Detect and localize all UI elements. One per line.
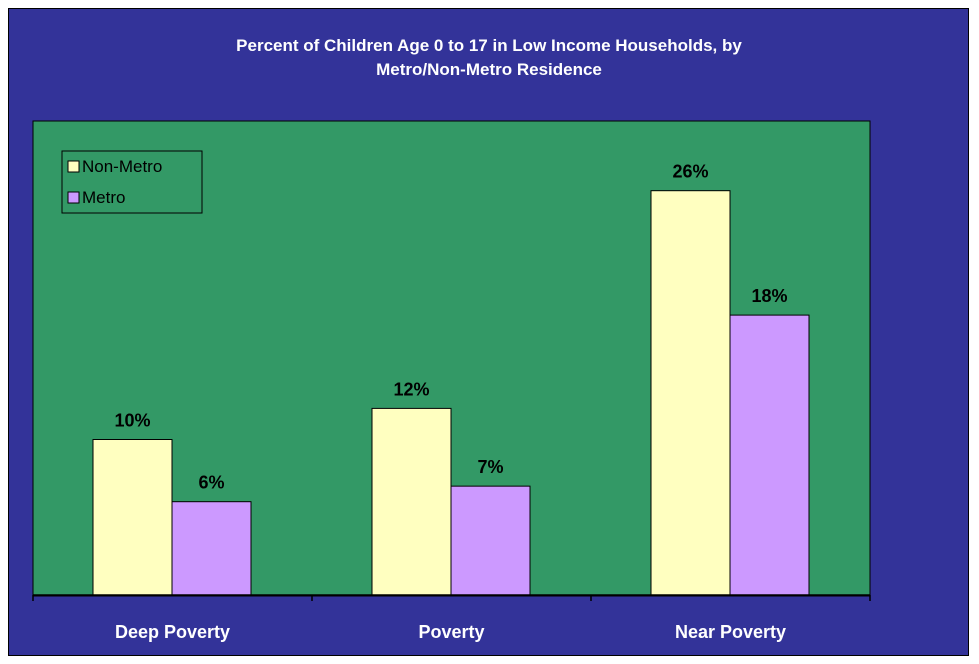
bar-metro-0 (171, 501, 252, 596)
chart-title-line: Percent of Children Age 0 to 17 in Low I… (236, 36, 742, 55)
bar-metro-2 (729, 314, 810, 596)
chart-title: Percent of Children Age 0 to 17 in Low I… (236, 36, 742, 79)
bar-non-metro-2 (650, 190, 731, 596)
legend-label: Metro (82, 188, 125, 207)
data-labels: 10% 6% 12% 7% 26% 18% (114, 162, 787, 493)
x-tick-label: Poverty (418, 622, 484, 642)
data-label: 10% (114, 411, 150, 431)
data-label: 18% (751, 286, 787, 306)
x-axis: Deep Poverty Poverty Near Poverty (32, 594, 871, 642)
bar-non-metro-1 (371, 407, 452, 596)
legend-swatch (67, 160, 80, 173)
legend-box (61, 150, 203, 214)
legend-label: Non-Metro (82, 157, 162, 176)
x-tick-label: Near Poverty (675, 622, 786, 642)
data-label: 26% (672, 162, 708, 182)
x-tick-label: Deep Poverty (115, 622, 230, 642)
data-label: 7% (477, 457, 503, 477)
chart-title-line: Metro/Non-Metro Residence (376, 60, 602, 79)
legend-swatch (67, 191, 80, 204)
chart-frame: Percent of Children Age 0 to 17 in Low I… (8, 8, 969, 656)
bar-chart: Percent of Children Age 0 to 17 in Low I… (32, 36, 871, 642)
bars-group (92, 190, 810, 596)
data-label: 6% (198, 473, 224, 493)
bar-non-metro-0 (92, 439, 173, 596)
bar-metro-1 (450, 485, 531, 596)
legend: Non-Metro Metro (61, 150, 203, 214)
data-label: 12% (393, 379, 429, 399)
